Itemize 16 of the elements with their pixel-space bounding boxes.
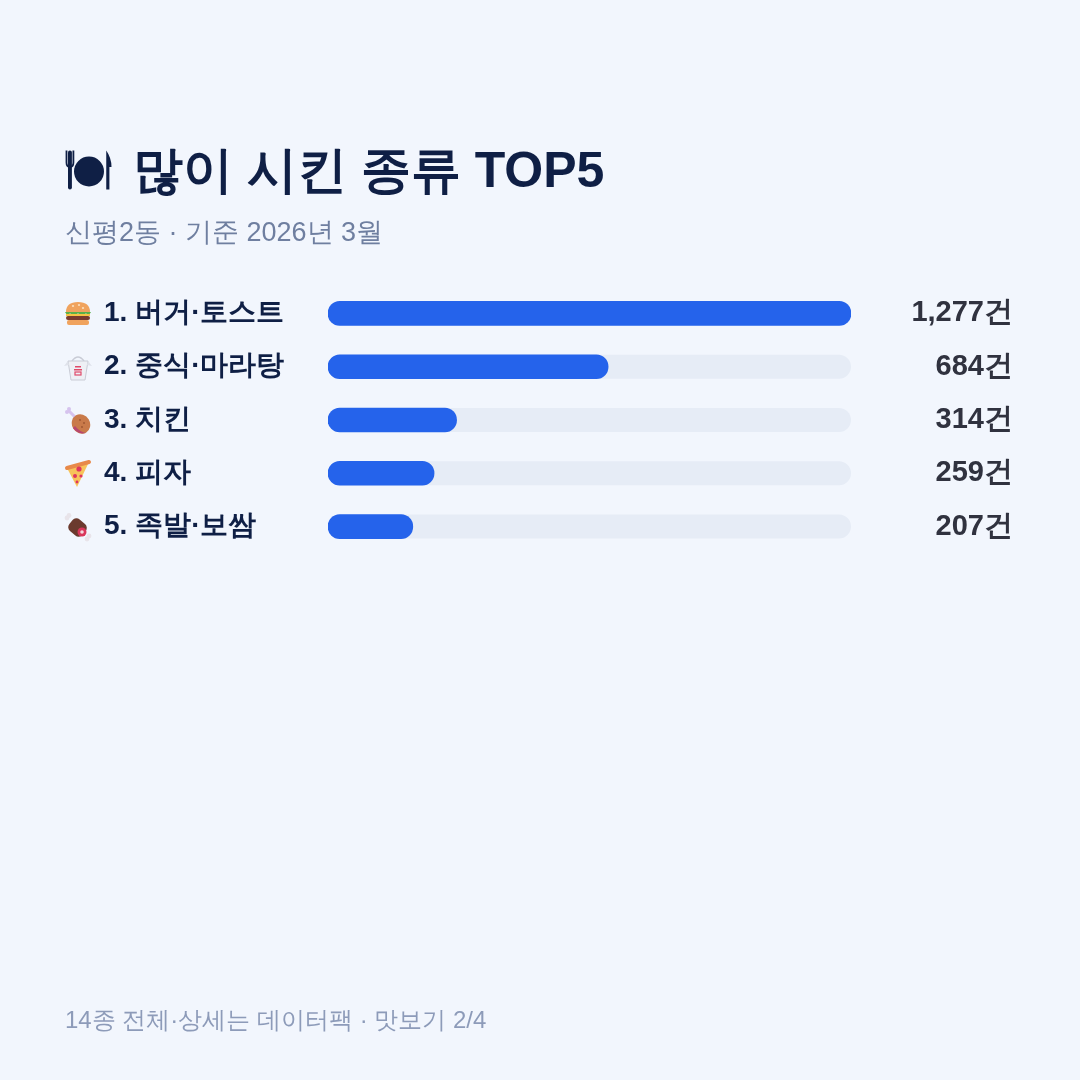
text: 14종 전체·상세는 데이터팩 · 맛보기 2/4 <box>65 1005 487 1035</box>
data-label: 207건 <box>935 508 1013 541</box>
y-tick-label: 3. 치킨 <box>104 402 192 434</box>
chart-subtitle: 신평2동 · 기준 2026년 3월 <box>65 216 384 249</box>
data-label: 1,277건 <box>911 295 1013 328</box>
data-label: 259건 <box>935 455 1013 488</box>
bar <box>328 407 457 433</box>
data-label: 314건 <box>935 402 1013 434</box>
chart-title: 많이 시킨 종류 TOP5 <box>133 141 605 200</box>
y-tick-label: 1. 버거·토스트 <box>104 296 285 328</box>
data-label: 684건 <box>935 348 1013 381</box>
bar <box>328 460 435 486</box>
y-tick-label: 5. 족발·보쌈 <box>104 509 257 541</box>
y-tick-label: 2. 중식·마라탕 <box>104 349 285 381</box>
bar <box>328 514 414 539</box>
y-tick-label: 4. 피자 <box>104 456 192 487</box>
